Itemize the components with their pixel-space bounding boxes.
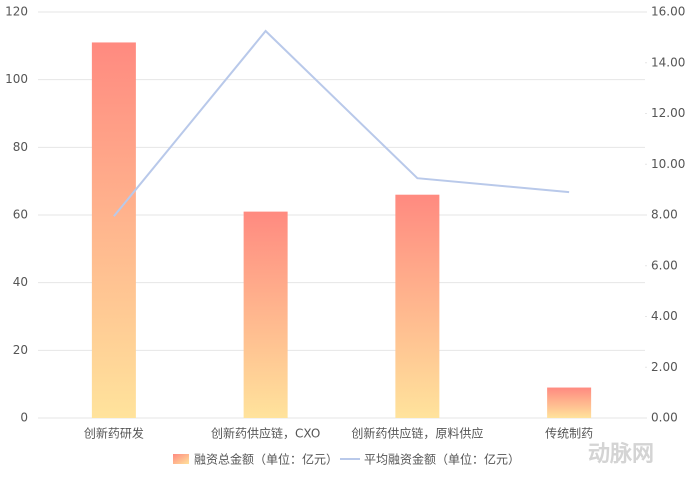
y2-tick-label: 8.00 — [651, 208, 678, 222]
y-tick-label: 60 — [13, 208, 28, 222]
y-tick-label: 120 — [5, 5, 28, 19]
y-tick-label: 40 — [13, 275, 28, 289]
bar — [91, 42, 136, 418]
x-tick-label: 传统制药 — [545, 426, 593, 441]
bar — [395, 194, 440, 418]
legend-swatch — [173, 454, 189, 464]
y-tick-label: 80 — [13, 140, 28, 154]
y2-tick-label: 16.00 — [651, 5, 685, 19]
y2-tick-label: 4.00 — [651, 309, 678, 323]
y-tick-label: 20 — [13, 343, 28, 357]
watermark: 动脉网 — [588, 442, 654, 467]
legend-label: 平均融资金额（单位：亿元） — [364, 452, 520, 467]
x-tick-label: 创新药供应链，CXO — [211, 426, 320, 441]
y2-tick-label: 6.00 — [651, 258, 678, 272]
legend-label: 融资总金额（单位：亿元） — [194, 452, 338, 467]
bar — [547, 387, 592, 418]
y2-tick-label: 14.00 — [651, 55, 685, 69]
x-tick-label: 创新药研发 — [84, 426, 144, 441]
x-tick-label: 创新药供应链，原料供应 — [351, 426, 483, 441]
bar — [243, 211, 288, 418]
y2-tick-label: 12.00 — [651, 106, 685, 120]
y2-tick-label: 10.00 — [651, 157, 685, 171]
y2-tick-label: 0.00 — [651, 411, 678, 425]
y-tick-label: 0 — [20, 411, 28, 425]
y-tick-label: 100 — [5, 72, 28, 86]
y2-tick-label: 2.00 — [651, 360, 678, 374]
line — [113, 29, 570, 217]
